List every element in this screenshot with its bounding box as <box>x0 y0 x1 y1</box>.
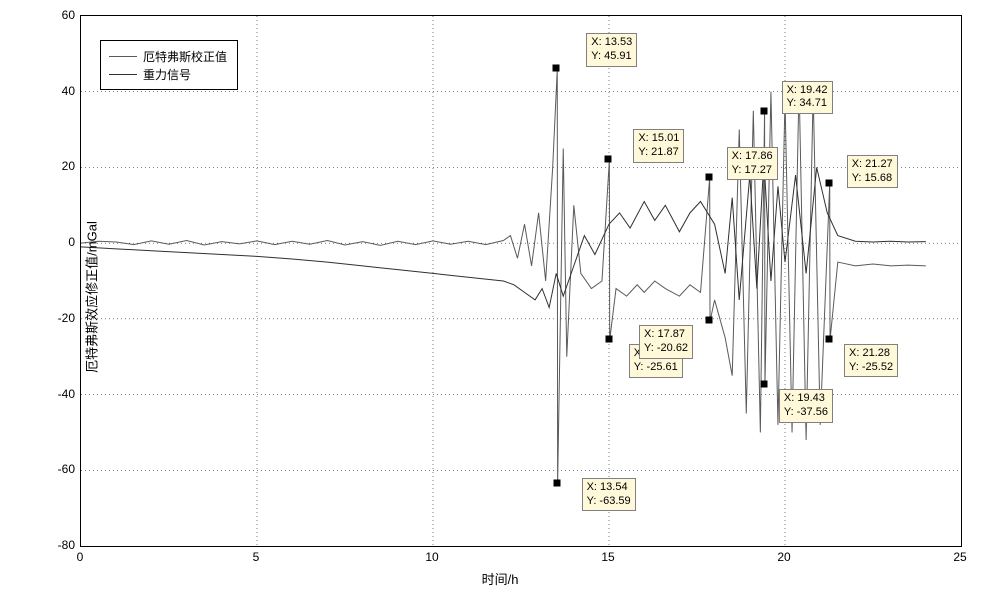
x-tick-label: 15 <box>601 550 614 564</box>
x-tick-label: 25 <box>953 550 966 564</box>
data-tip: X: 17.87Y: -20.62 <box>639 325 693 359</box>
data-tip: X: 15.01Y: 21.87 <box>633 129 684 163</box>
figure: 厄特弗斯校正值 重力信号 时间/h 厄特弗斯效应修正值/mGal 0 5 10 15 2… <box>0 0 1000 593</box>
x-axis-label: 时间/h <box>482 569 519 588</box>
data-tip: X: 13.53Y: 45.91 <box>586 33 637 67</box>
y-tick-label: 60 <box>15 8 75 22</box>
x-tick-label: 20 <box>777 550 790 564</box>
data-tip: X: 13.54Y: -63.59 <box>582 478 636 512</box>
data-marker <box>553 65 560 72</box>
data-tip: X: 21.27Y: 15.68 <box>847 155 898 189</box>
legend-swatch <box>109 56 137 57</box>
legend-swatch <box>109 74 137 75</box>
data-marker <box>760 107 767 114</box>
data-tip: X: 19.43Y: -37.56 <box>779 389 833 423</box>
y-tick-label: -20 <box>15 311 75 325</box>
y-tick-label: -80 <box>15 538 75 552</box>
data-tip: X: 21.28Y: -25.52 <box>844 344 898 378</box>
data-tip: X: 19.42Y: 34.71 <box>782 81 833 115</box>
y-tick-label: -40 <box>15 387 75 401</box>
y-tick-label: -60 <box>15 462 75 476</box>
data-marker <box>760 381 767 388</box>
y-tick-label: 40 <box>15 84 75 98</box>
data-marker <box>605 336 612 343</box>
data-marker <box>706 317 713 324</box>
legend-box: 厄特弗斯校正值 重力信号 <box>100 40 238 90</box>
legend-item: 重力信号 <box>109 65 227 83</box>
legend-label: 厄特弗斯校正值 <box>143 48 227 65</box>
legend-label: 重力信号 <box>143 66 191 83</box>
data-marker <box>826 335 833 342</box>
series-line <box>81 160 926 308</box>
y-tick-label: 20 <box>15 159 75 173</box>
data-marker <box>825 179 832 186</box>
legend-item: 厄特弗斯校正值 <box>109 47 227 65</box>
y-axis-label: 厄特弗斯效应修正值/mGal <box>81 221 100 373</box>
y-tick-label: 0 <box>15 235 75 249</box>
data-tip: X: 17.86Y: 17.27 <box>727 147 778 181</box>
data-marker <box>553 479 560 486</box>
x-tick-label: 0 <box>77 550 84 564</box>
data-marker <box>705 173 712 180</box>
x-tick-label: 10 <box>425 550 438 564</box>
x-tick-label: 5 <box>253 550 260 564</box>
data-marker <box>605 156 612 163</box>
